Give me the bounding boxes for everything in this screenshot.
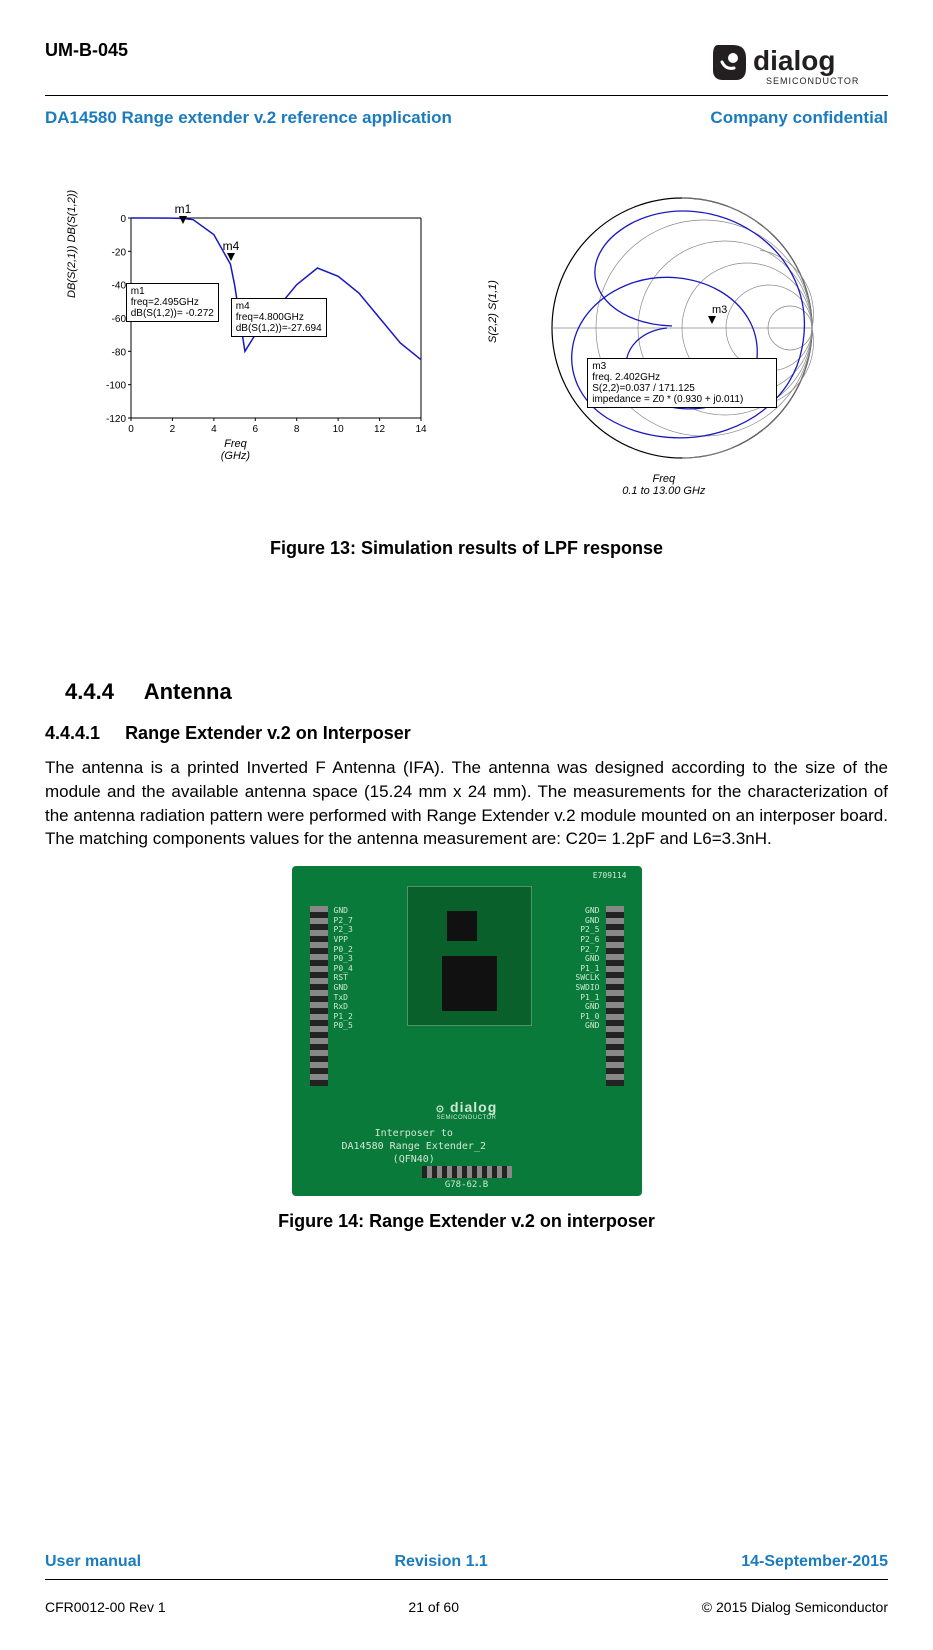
footer-secondary: CFR0012-00 Rev 1 21 of 60 © 2015 Dialog … bbox=[45, 1599, 888, 1615]
pcb-pin-header-left bbox=[310, 906, 328, 1086]
svg-text:-60: -60 bbox=[111, 314, 126, 325]
pcb-bottom-text: Interposer to DA14580 Range Extender_2 (… bbox=[342, 1127, 487, 1166]
h4-title: Range Extender v.2 on Interposer bbox=[125, 723, 411, 743]
svg-text:-40: -40 bbox=[111, 281, 126, 292]
smith-ylabel: S(2,2) S(1,1) bbox=[487, 280, 499, 343]
svg-text:12: 12 bbox=[374, 424, 386, 435]
smith-xlabel: Freq 0.1 to 13.00 GHz bbox=[622, 473, 705, 497]
svg-text:SEMICONDUCTOR: SEMICONDUCTOR bbox=[766, 76, 859, 86]
svg-text:2: 2 bbox=[169, 424, 175, 435]
m4-label: m4 bbox=[236, 301, 322, 312]
figure13-row: DB(S(2,1)) DB(S(1,2)) -120 -100 -80 -60 -40 -… bbox=[45, 188, 888, 488]
m4-readout: m4 freq=4.800GHz dB(S(1,2))=-27.694 bbox=[231, 298, 327, 337]
ylabel-text: DB(S(2,1)) DB(S(1,2)) bbox=[66, 190, 78, 298]
pcb-pin-header-right bbox=[606, 906, 624, 1086]
figure14-caption: Figure 14: Range Extender v.2 on interpo… bbox=[45, 1211, 888, 1232]
chart-left-ylabel: DB(S(2,1)) DB(S(1,2)) bbox=[66, 190, 78, 298]
footer-page: 21 of 60 bbox=[408, 1599, 459, 1615]
smith-xlabel-sub: 0.1 to 13.00 GHz bbox=[622, 485, 705, 497]
footer-date: 14-September-2015 bbox=[741, 1553, 888, 1571]
smith-xlabel-text: Freq bbox=[653, 473, 676, 485]
figure13-caption: Figure 13: Simulation results of LPF res… bbox=[45, 538, 888, 559]
subheader: DA14580 Range extender v.2 reference app… bbox=[45, 108, 888, 128]
pcb-photo: E709114 GNDP2_7P2_3VPPP0_2P0_3P0_4RSTGND… bbox=[292, 866, 642, 1196]
smith-chart: S(2,2) S(1,1) m3 m3 freq. 2.402GHz bbox=[492, 188, 872, 488]
page-header: UM-B-045 dialog SEMICONDUCTOR bbox=[45, 40, 888, 96]
heading-4-4-4-1: 4.4.4.1 Range Extender v.2 on Interposer bbox=[45, 723, 888, 744]
footer-ref: CFR0012-00 Rev 1 bbox=[45, 1599, 166, 1615]
svg-text:10: 10 bbox=[332, 424, 344, 435]
pcb-labels-left: GNDP2_7P2_3VPPP0_2P0_3P0_4RSTGNDTxDRxDP1… bbox=[334, 906, 353, 1031]
svg-text:0: 0 bbox=[120, 214, 126, 225]
confidentiality: Company confidential bbox=[710, 108, 888, 128]
svg-text:m4: m4 bbox=[222, 239, 239, 253]
pcb-logo-text: dialog bbox=[450, 1099, 497, 1115]
m1-freq-val: 2.495GHz bbox=[154, 297, 199, 308]
dialog-logo: dialog SEMICONDUCTOR bbox=[708, 40, 888, 90]
m1-freq: freq=2.495GHz bbox=[131, 297, 214, 308]
h4-num: 4.4.4.1 bbox=[45, 723, 100, 743]
m1-readout: m1 freq=2.495GHz dB(S(1,2))= -0.272 bbox=[126, 283, 219, 322]
m3-label: m3 bbox=[592, 361, 772, 372]
svg-text:m3: m3 bbox=[712, 304, 727, 316]
footer-revision: Revision 1.1 bbox=[394, 1553, 487, 1571]
svg-text:8: 8 bbox=[294, 424, 300, 435]
m3-line0: freq. 2.402GHz bbox=[592, 372, 772, 383]
m4-freq: freq=4.800GHz bbox=[236, 312, 322, 323]
heading-4-4-4: 4.4.4 Antenna bbox=[65, 679, 888, 705]
m4-freq-val: 4.800GHz bbox=[259, 312, 304, 323]
svg-text:6: 6 bbox=[252, 424, 258, 435]
svg-text:-120: -120 bbox=[106, 414, 126, 425]
pcb-bl2: (QFN40) bbox=[342, 1153, 487, 1166]
m3-line1: S(2,2)=0.037 / 171.125 bbox=[592, 383, 772, 394]
doc-id: UM-B-045 bbox=[45, 40, 128, 61]
pcb-top-code: E709114 bbox=[593, 871, 627, 880]
m1-val: dB(S(1,2))= -0.272 bbox=[131, 308, 214, 319]
xlabel-sub: (GHz) bbox=[221, 450, 250, 462]
pcb-bl0: Interposer to bbox=[342, 1127, 487, 1140]
footer-primary: User manual Revision 1.1 14-September-20… bbox=[45, 1553, 888, 1580]
doc-title: DA14580 Range extender v.2 reference app… bbox=[45, 108, 452, 128]
pcb-labels-right: GNDGNDP2_5P2_6P2_7GNDP1_1SWCLKSWDIOP1_1G… bbox=[575, 906, 599, 1031]
m4-val: dB(S(1,2))=-27.694 bbox=[236, 323, 322, 334]
smith-ylabel-text: S(2,2) S(1,1) bbox=[487, 280, 499, 343]
footer-copyright: © 2015 Dialog Semiconductor bbox=[702, 1599, 888, 1615]
lpf-response-chart: DB(S(2,1)) DB(S(1,2)) -120-100-80-60-40-… bbox=[61, 198, 441, 478]
chart-left-xlabel: Freq (GHz) bbox=[221, 438, 250, 462]
pcb-main-chip-2 bbox=[442, 956, 497, 1011]
svg-text:-80: -80 bbox=[111, 347, 126, 358]
svg-text:-20: -20 bbox=[111, 247, 126, 258]
figure14-wrap: E709114 GNDP2_7P2_3VPPP0_2P0_3P0_4RSTGND… bbox=[45, 866, 888, 1201]
svg-text:-100: -100 bbox=[106, 381, 126, 392]
pcb-code-bottom: G78-62.B bbox=[445, 1180, 488, 1190]
h3-num: 4.4.4 bbox=[65, 679, 114, 704]
m3-line2: impedance = Z0 * (0.930 + j0.011) bbox=[592, 394, 772, 405]
svg-text:m1: m1 bbox=[174, 202, 191, 216]
svg-text:4: 4 bbox=[211, 424, 217, 435]
h3-title: Antenna bbox=[144, 679, 232, 704]
svg-text:dialog: dialog bbox=[753, 45, 835, 76]
pcb-dialog-logo: ⊙ dialog SEMICONDUCTOR bbox=[436, 1099, 498, 1121]
footer-doc-type: User manual bbox=[45, 1553, 141, 1571]
svg-text:0: 0 bbox=[128, 424, 134, 435]
pcb-bl1: DA14580 Range Extender_2 bbox=[342, 1140, 487, 1153]
xlabel-text: Freq bbox=[224, 438, 247, 450]
svg-text:14: 14 bbox=[415, 424, 427, 435]
body-paragraph: The antenna is a printed Inverted F Ante… bbox=[45, 756, 888, 851]
m1-label: m1 bbox=[131, 286, 214, 297]
m3-readout: m3 freq. 2.402GHz S(2,2)=0.037 / 171.125… bbox=[587, 358, 777, 408]
pcb-small-chip-2 bbox=[447, 911, 477, 941]
pcb-bottom-connector bbox=[422, 1166, 512, 1178]
